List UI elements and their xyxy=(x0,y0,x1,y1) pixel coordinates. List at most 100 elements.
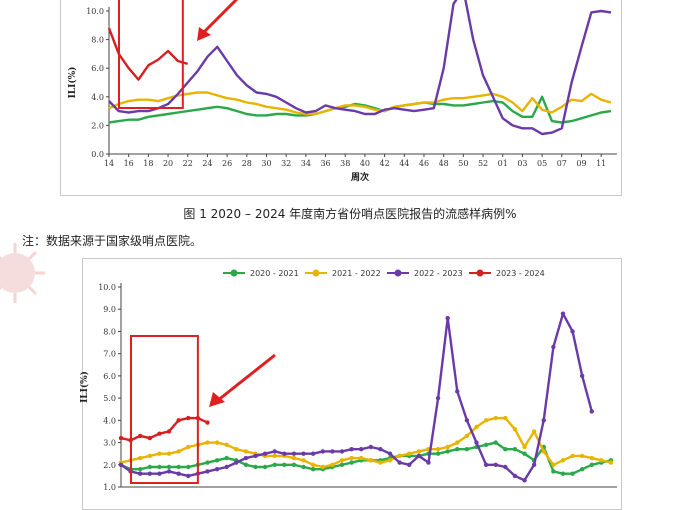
highlight-box xyxy=(130,335,199,484)
x-tick-label: 52 xyxy=(478,159,488,168)
data-point xyxy=(214,458,220,463)
data-point xyxy=(560,311,566,316)
data-point xyxy=(445,449,450,454)
x-tick-label: 03 xyxy=(517,159,527,168)
data-point xyxy=(589,462,594,467)
legend-label: 2021 - 2022 xyxy=(332,269,381,278)
data-point xyxy=(387,458,393,463)
data-point xyxy=(166,451,172,456)
data-point xyxy=(579,373,585,379)
data-point xyxy=(262,451,268,456)
annotation-arrow xyxy=(216,353,276,403)
data-point xyxy=(186,415,191,421)
series-line xyxy=(108,95,612,124)
series-line xyxy=(120,312,593,482)
data-point xyxy=(262,464,268,470)
data-point xyxy=(397,460,402,465)
series-line xyxy=(120,416,209,442)
data-point xyxy=(176,464,181,470)
data-point xyxy=(464,433,470,439)
y-tick-label: 6.0 xyxy=(103,372,116,381)
x-tick-label: 11 xyxy=(596,159,606,168)
y-tick-label: 2.0 xyxy=(103,461,116,470)
data-point xyxy=(118,462,124,467)
x-tick-label: 48 xyxy=(439,159,449,168)
data-point xyxy=(138,455,143,461)
series-line xyxy=(107,27,189,81)
data-point xyxy=(493,440,498,445)
data-point xyxy=(243,449,249,454)
data-point xyxy=(157,471,162,476)
y-tick-label: 4.0 xyxy=(91,93,104,102)
data-point xyxy=(330,449,335,454)
data-point xyxy=(455,447,460,452)
data-point xyxy=(512,427,518,432)
data-point xyxy=(234,447,239,452)
data-point xyxy=(310,462,316,467)
data-point xyxy=(560,471,566,476)
data-point xyxy=(138,467,143,472)
data-point xyxy=(147,464,153,470)
x-tick-label: 42 xyxy=(380,159,390,168)
data-point xyxy=(224,464,229,470)
data-point xyxy=(483,462,489,467)
data-point xyxy=(397,453,402,459)
x-tick-label: 30 xyxy=(261,159,271,168)
chart-1-svg: 0.0 2.0 4.0 6.0 8.0 10.0 ILI(%) 14 16 18 20 22 24 26 2… xyxy=(67,0,617,183)
y-axis-label: ILI(%) xyxy=(67,67,78,99)
data-point xyxy=(387,451,393,456)
legend-marker xyxy=(312,269,320,277)
figure-note: 注：数据来源于国家级哨点医院。 xyxy=(22,234,203,248)
data-point xyxy=(157,431,162,436)
data-point xyxy=(205,460,210,465)
y-tick-label: 10.0 xyxy=(98,283,116,292)
y-tick-label: 2.0 xyxy=(91,121,104,130)
data-point xyxy=(503,464,508,470)
data-point xyxy=(483,418,489,423)
data-point xyxy=(166,464,172,470)
x-tick-label: 14 xyxy=(104,159,114,168)
data-point xyxy=(455,389,460,394)
data-point xyxy=(186,444,191,450)
data-point xyxy=(570,453,575,459)
data-point xyxy=(464,447,470,452)
data-point xyxy=(282,462,287,467)
data-point xyxy=(474,440,479,445)
data-point xyxy=(378,447,383,452)
data-point xyxy=(522,444,527,450)
data-point xyxy=(176,471,181,476)
data-point xyxy=(186,473,191,479)
x-tick-label: 20 xyxy=(163,159,173,168)
data-point xyxy=(407,462,412,467)
data-point xyxy=(147,471,153,476)
data-point xyxy=(416,449,422,454)
data-point xyxy=(435,395,441,401)
x-tick-label: 28 xyxy=(242,159,252,168)
data-point xyxy=(272,462,277,467)
data-point xyxy=(579,467,585,472)
data-point xyxy=(474,424,479,430)
y-tick-label: 3.0 xyxy=(103,439,116,448)
data-point xyxy=(358,447,364,452)
data-point xyxy=(157,451,162,456)
data-point xyxy=(589,455,594,461)
data-point xyxy=(205,469,210,474)
x-tick-label: 24 xyxy=(202,159,212,168)
data-point xyxy=(426,460,431,465)
data-point xyxy=(570,329,575,334)
y-tick-label: 9.0 xyxy=(103,305,116,314)
data-point xyxy=(176,418,181,423)
data-point xyxy=(531,462,537,467)
data-point xyxy=(378,460,383,465)
data-point xyxy=(570,471,575,476)
data-point xyxy=(512,473,518,479)
data-point xyxy=(531,429,537,434)
data-point xyxy=(291,455,297,461)
data-point xyxy=(349,447,354,452)
x-tick-label: 01 xyxy=(498,159,508,168)
annotation-arrow xyxy=(201,0,239,35)
data-point xyxy=(253,453,258,459)
x-tick-label: 16 xyxy=(124,159,134,168)
x-tick-label: 09 xyxy=(576,159,586,168)
data-point xyxy=(522,451,527,456)
